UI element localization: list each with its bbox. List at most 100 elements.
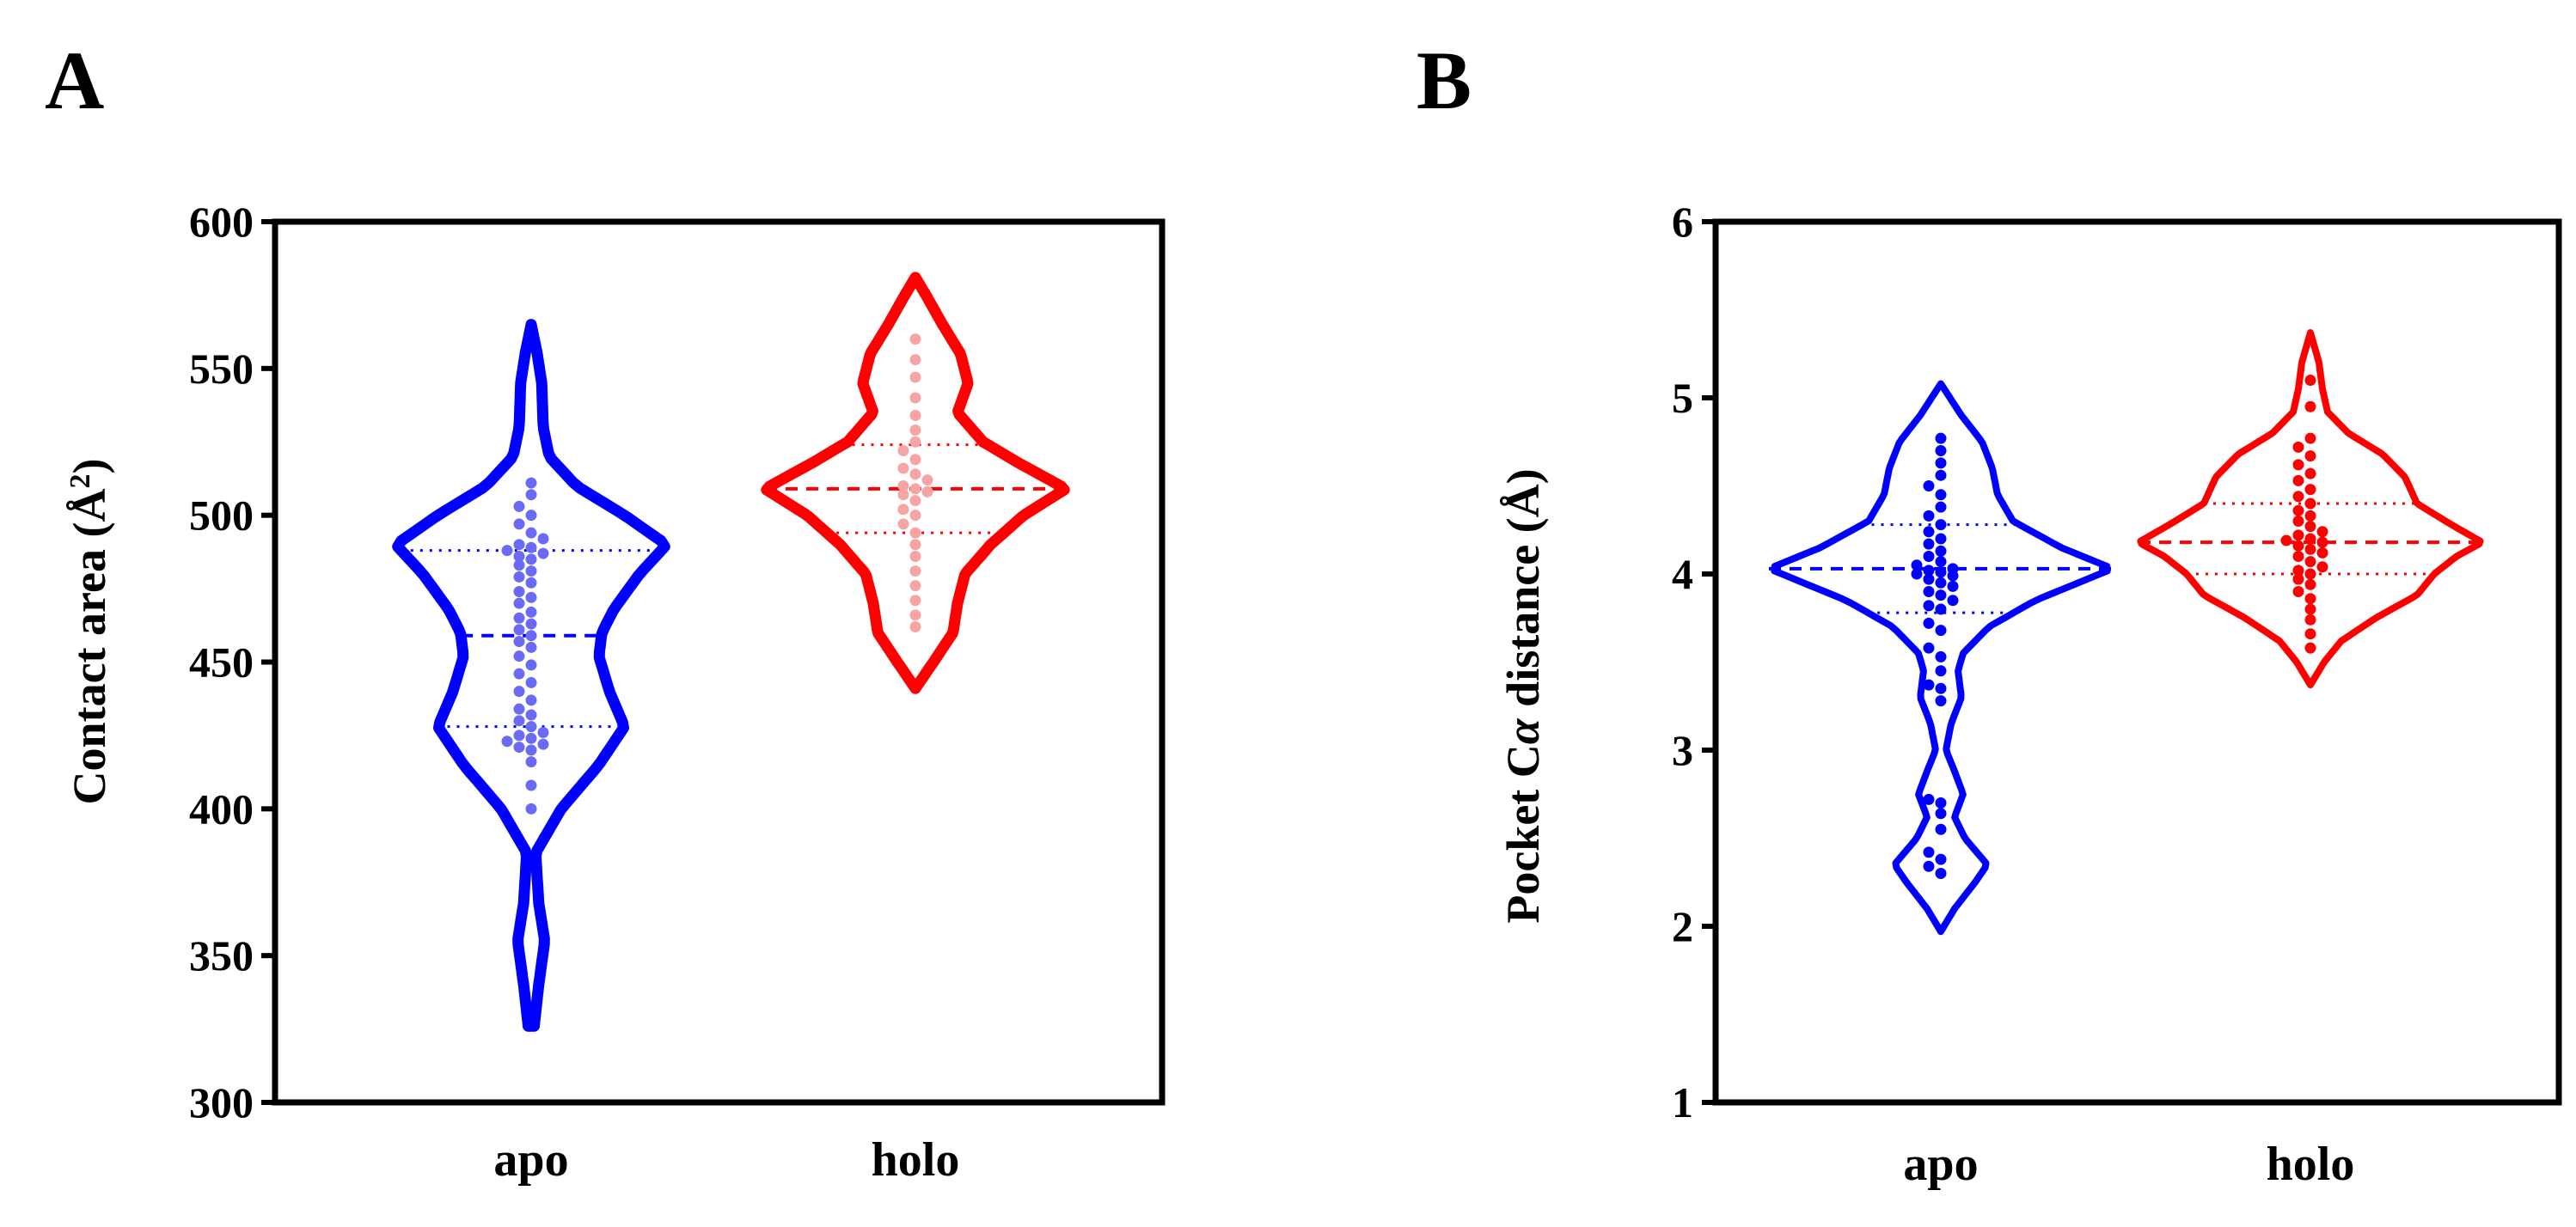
- data-point: [513, 551, 525, 562]
- y-tick-label: 2: [1672, 902, 1693, 950]
- y-axis-title-pre: Pocket C: [1497, 744, 1549, 923]
- violin-apo: [392, 319, 670, 1032]
- data-point: [2304, 498, 2316, 510]
- y-tick-label: 3: [1672, 726, 1693, 774]
- data-point: [2304, 484, 2316, 496]
- data-point: [2292, 551, 2304, 562]
- data-point: [1923, 551, 1935, 562]
- data-point: [525, 577, 537, 589]
- data-point: [2292, 441, 2304, 453]
- data-point: [513, 636, 525, 648]
- data-point: [525, 553, 537, 565]
- data-point: [2304, 510, 2316, 522]
- data-point: [513, 597, 525, 609]
- data-point: [525, 510, 537, 522]
- data-point: [2304, 642, 2316, 654]
- data-point: [1923, 679, 1935, 691]
- category-labels: apo holo: [1903, 1138, 2354, 1191]
- data-point: [513, 686, 525, 698]
- y-axis-title-superscript: 2: [64, 474, 96, 489]
- data-point: [1923, 860, 1935, 872]
- data-point: [1935, 469, 1947, 481]
- data-point: [897, 480, 909, 491]
- data-point: [1935, 665, 1947, 677]
- violin-outline-apo: [392, 319, 670, 1032]
- data-point: [513, 668, 525, 680]
- data-point: [513, 703, 525, 715]
- data-point: [513, 612, 525, 624]
- data-point: [909, 354, 921, 366]
- data-point: [2304, 593, 2316, 605]
- data-point: [2304, 375, 2316, 386]
- data-point: [537, 533, 549, 545]
- plot-frame: [1712, 218, 2562, 1106]
- data-point: [909, 551, 921, 562]
- data-point: [2292, 565, 2304, 577]
- y-tick-label: 4: [1672, 550, 1693, 598]
- data-point: [525, 732, 537, 744]
- data-point: [513, 729, 525, 742]
- data-point: [2280, 534, 2292, 546]
- data-point: [1935, 445, 1947, 456]
- panel-b: B 1 2 3 4 5 6 apo holo Pocket Cα distance (Å): [1416, 34, 2562, 1191]
- data-point: [2292, 529, 2304, 541]
- data-point: [897, 504, 909, 516]
- data-point: [525, 709, 537, 721]
- violin-apo: [1769, 380, 2113, 936]
- data-point: [1935, 545, 1947, 557]
- panel-letter-a: A: [45, 34, 104, 126]
- y-tick-label: 1: [1672, 1078, 1693, 1126]
- data-point: [1911, 559, 1923, 571]
- data-point: [897, 462, 909, 474]
- data-point: [1935, 489, 1947, 501]
- data-point: [1911, 568, 1923, 580]
- data-point: [501, 736, 513, 748]
- data-point: [525, 641, 537, 653]
- category-labels: apo holo: [493, 1133, 959, 1187]
- violin-holo: [2137, 329, 2484, 689]
- data-point: [525, 618, 537, 630]
- y-axis-title-post: distance (Å): [1497, 468, 1549, 718]
- data-point: [1935, 650, 1947, 662]
- data-point: [1935, 603, 1947, 615]
- data-point: [2304, 467, 2316, 479]
- data-point: [2292, 474, 2304, 486]
- data-point: [1935, 432, 1947, 444]
- data-point: [921, 474, 933, 486]
- data-point: [525, 756, 537, 768]
- violin-outline-apo: [1771, 380, 2111, 936]
- data-point: [1923, 617, 1935, 629]
- data-point: [1923, 586, 1935, 597]
- y-axis-title-greek: α: [1497, 717, 1549, 744]
- data-point: [2304, 521, 2316, 533]
- data-point: [1923, 538, 1935, 550]
- data-point: [537, 727, 549, 738]
- data-point: [2304, 556, 2316, 568]
- data-point: [909, 510, 921, 522]
- data-point: [909, 468, 921, 480]
- data-point: [2304, 450, 2316, 462]
- data-point: [909, 436, 921, 448]
- panel-a: A 300 350 400 450 500 550 600 apo holo Contact …: [45, 34, 1166, 1187]
- data-point: [2292, 540, 2304, 552]
- data-point: [513, 650, 525, 662]
- data-point: [525, 591, 537, 603]
- data-point: [525, 630, 537, 642]
- data-point: [2292, 491, 2304, 503]
- data-point: [513, 571, 525, 583]
- data-point: [525, 721, 537, 733]
- data-point: [1923, 526, 1935, 538]
- data-point: [909, 424, 921, 436]
- data-point: [525, 803, 537, 815]
- data-point: [525, 676, 537, 688]
- y-tick-label: 550: [189, 345, 254, 393]
- data-point: [1935, 808, 1947, 820]
- data-point: [2316, 526, 2328, 538]
- data-point: [909, 392, 921, 404]
- data-point: [525, 565, 537, 577]
- data-point: [1935, 868, 1947, 879]
- y-tick-label: 500: [189, 491, 254, 540]
- data-point: [909, 410, 921, 421]
- data-point: [2292, 516, 2304, 527]
- data-point: [513, 715, 525, 727]
